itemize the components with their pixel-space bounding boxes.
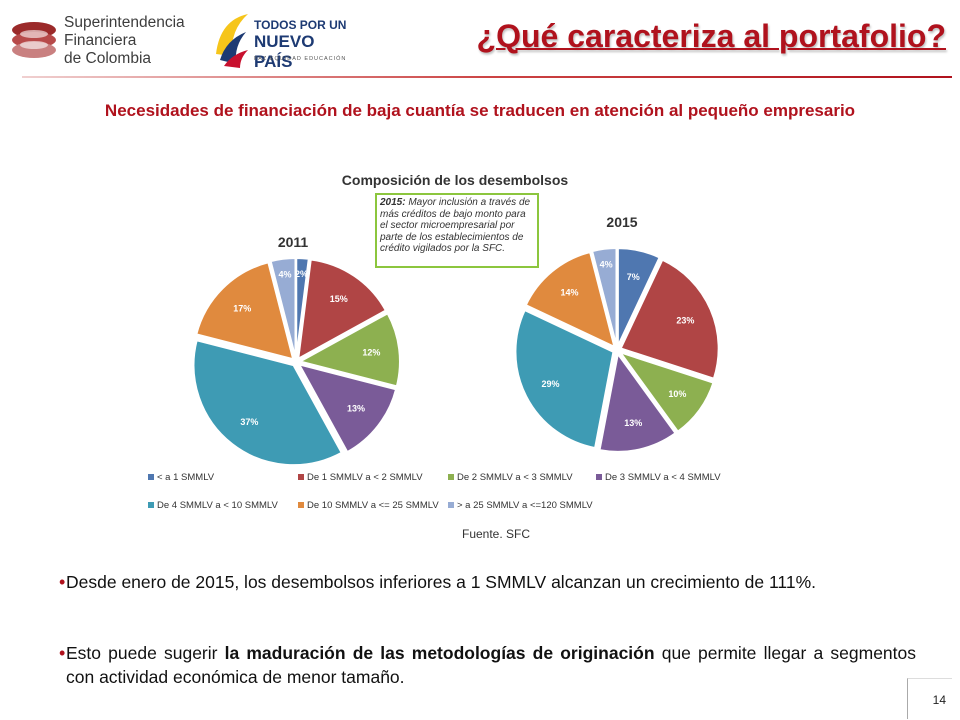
sfc-logo-line: Financiera <box>64 32 137 49</box>
callout-bold: 2015: <box>380 197 406 208</box>
pie-slice <box>297 258 388 361</box>
pie-slice-label: 23% <box>676 315 694 325</box>
callout-text: Mayor inclusión a través de más créditos… <box>380 197 531 255</box>
bullet-item: • Esto puede sugerir la maduración de la… <box>59 641 917 689</box>
pie-slice-label: 17% <box>233 303 251 313</box>
tpnp-logo-line: TODOS POR UN <box>254 18 347 32</box>
pie-slice-label: 13% <box>347 404 365 414</box>
pie-slice-label: 4% <box>600 259 613 269</box>
bullet-dot-icon: • <box>59 643 66 663</box>
pie-slice-label: 29% <box>542 379 560 389</box>
tpnp-tagline: PAZ EQUIDAD EDUCACIÓN <box>254 56 347 62</box>
page-number-box: 14 <box>907 678 952 719</box>
slide-subtitle: Necesidades de financiación de baja cuan… <box>104 101 856 120</box>
pie-slice-label: 14% <box>560 288 578 298</box>
pie-slice <box>514 308 615 450</box>
pie-slice <box>590 247 618 347</box>
legend-label: De 10 SMMLV a <= 25 SMMLV <box>307 500 439 511</box>
chart-legend: < a 1 SMMLV De 1 SMMLV a < 2 SMMLV De 2 SM… <box>148 472 721 511</box>
pie-2011: 2% 15% 12% 13% 37% 17% 4% <box>192 257 401 467</box>
bullet-item: • Desde enero de 2015, los desembolsos i… <box>59 570 916 594</box>
legend-swatch <box>596 474 602 480</box>
pie-slice <box>297 362 398 454</box>
todos-por-un-nuevo-pais-logo: TODOS POR UN NUEVO PAÍS PAZ EQUIDAD EDUC… <box>210 10 350 72</box>
pie-year-label-2011: 2011 <box>278 234 309 250</box>
bullet-text: Desde enero de 2015, los desembolsos inf… <box>66 572 817 592</box>
pie-slice-label: 15% <box>330 294 348 304</box>
bullet-text-bold: la maduración de las metodologías de ori… <box>224 643 655 663</box>
legend-label: < a 1 SMMLV <box>157 472 215 483</box>
legend-swatch <box>448 502 454 508</box>
chart-title: Composición de los desembolsos <box>341 172 569 188</box>
pie-slice <box>192 339 344 467</box>
pie-slice-label: 2% <box>295 269 308 279</box>
pie-slice-label: 4% <box>278 270 291 280</box>
legend-swatch <box>298 474 304 480</box>
tpnp-logo-line: NUEVO PAÍS <box>254 32 315 71</box>
legend-label: De 4 SMMLV a < 10 SMMLV <box>157 500 278 511</box>
sfc-logo: Superintendencia Financiera de Colombia <box>8 12 185 68</box>
legend-label: > a 25 SMMLV a <=120 SMMLV <box>457 500 593 511</box>
callout-box: 2015: Mayor inclusión a través de más cr… <box>375 193 539 268</box>
sfc-logo-line: Superintendencia <box>64 14 185 31</box>
source-note: Fuente. SFC <box>462 527 531 541</box>
page-title: ¿Qué caracteriza al portafolio? <box>476 18 946 54</box>
bullet-text-pre: Esto puede sugerir <box>66 643 225 663</box>
sfc-logo-line: de Colombia <box>64 50 152 67</box>
legend-swatch <box>148 474 154 480</box>
pie-slice-label: 12% <box>362 347 380 357</box>
pie-slice-label: 10% <box>668 389 686 399</box>
pie-slice-label: 13% <box>624 418 642 428</box>
pie-charts: 2011 2015 2% 15% 12% 13% 37% 17% 4% 7% 23% 10% 13… <box>148 214 721 511</box>
pie-slice <box>269 257 297 359</box>
pie-slice <box>617 350 715 434</box>
tpnp-logo-text: TODOS POR UN NUEVO PAÍS <box>254 18 350 72</box>
page-number: 14 <box>932 693 946 707</box>
pie-slice <box>616 247 661 347</box>
legend-swatch <box>148 502 154 508</box>
pie-slice <box>297 311 401 388</box>
bullet-text-post: que permite llegar a segmentos con activ… <box>66 643 917 687</box>
pie-slice-label: 7% <box>627 272 640 282</box>
colombia-flag-swoosh-icon <box>216 14 248 68</box>
pie-slice <box>524 250 616 349</box>
bullet-dot-icon: • <box>59 572 66 592</box>
sfc-emblem-icon <box>12 22 56 58</box>
legend-label: De 2 SMMLV a < 3 SMMLV <box>457 472 573 483</box>
pie-slice-label: 37% <box>240 417 258 427</box>
pie-slice <box>195 261 295 361</box>
pie-slice <box>619 258 720 380</box>
title-divider <box>22 76 952 78</box>
pie-year-label-2015: 2015 <box>606 214 637 230</box>
pie-slice <box>598 351 677 453</box>
sfc-logo-text: Superintendencia Financiera de Colombia <box>64 14 185 68</box>
legend-swatch <box>448 474 454 480</box>
legend-swatch <box>298 502 304 508</box>
legend-label: De 1 SMMLV a < 2 SMMLV <box>307 472 423 483</box>
pie-2015: 7% 23% 10% 13% 29% 14% 4% <box>514 247 720 453</box>
legend-label: De 3 SMMLV a < 4 SMMLV <box>605 472 721 483</box>
